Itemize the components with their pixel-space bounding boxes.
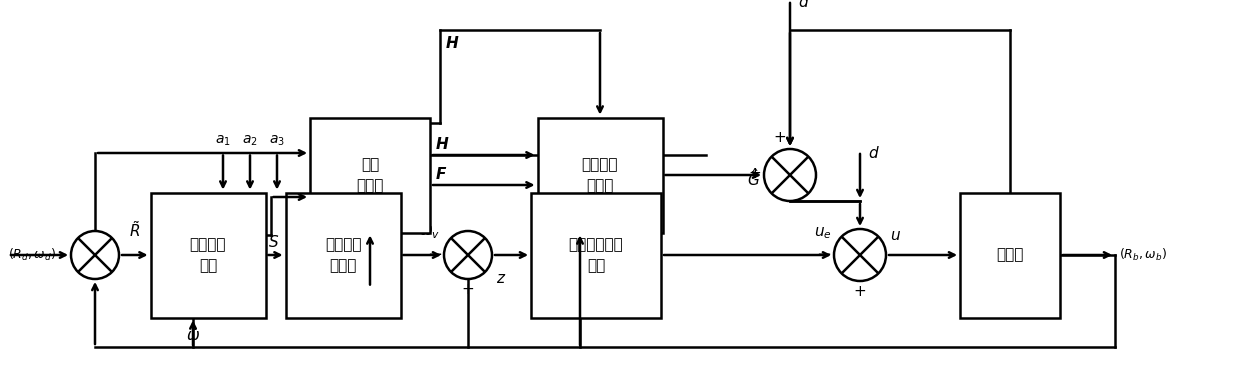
Text: $S$: $S$ (269, 234, 280, 250)
Circle shape (764, 149, 816, 201)
Text: $a_3$: $a_3$ (269, 134, 285, 148)
Bar (537, 118, 662, 232)
Text: $\tilde{\omega}_v$: $\tilde{\omega}_v$ (418, 221, 439, 241)
Text: $u$: $u$ (890, 228, 901, 243)
Text: $-$: $-$ (816, 244, 831, 262)
Text: $d$: $d$ (868, 145, 880, 161)
Text: $a_1$: $a_1$ (215, 134, 230, 148)
Bar (151, 192, 265, 317)
Circle shape (444, 231, 491, 279)
Text: $u_e$: $u_e$ (815, 225, 832, 241)
Text: $+$: $+$ (853, 284, 867, 299)
Text: $+$: $+$ (462, 282, 474, 297)
Bar (286, 192, 401, 317)
Text: $\tilde{R}$: $\tilde{R}$ (129, 220, 140, 240)
Text: 非线性阻尼控
制律: 非线性阻尼控 制律 (568, 237, 624, 273)
Text: $(R_d,\omega_d)$: $(R_d,\omega_d)$ (7, 247, 56, 263)
Text: $K$: $K$ (375, 254, 387, 270)
Circle shape (71, 231, 119, 279)
Text: $+$: $+$ (773, 130, 786, 145)
Text: $a_2$: $a_2$ (243, 134, 258, 148)
Text: 扩张状态
观测器: 扩张状态 观测器 (582, 157, 618, 193)
Text: $\hat{G}$: $\hat{G}$ (747, 167, 760, 189)
Circle shape (834, 229, 886, 281)
Text: 计算
确定项: 计算 确定项 (357, 157, 384, 193)
Text: $z$: $z$ (496, 271, 506, 286)
Text: $(R_b,\omega_b)$: $(R_b,\omega_b)$ (1119, 247, 1167, 263)
Bar (959, 192, 1060, 317)
Text: $\tilde{\omega}$: $\tilde{\omega}$ (186, 327, 201, 344)
Text: 姿态误差
向量: 姿态误差 向量 (189, 237, 227, 273)
Text: $\boldsymbol{H}$: $\boldsymbol{H}$ (444, 35, 459, 51)
Text: 虚拟控制
律设计: 虚拟控制 律设计 (324, 237, 361, 273)
Text: $\boldsymbol{H}$: $\boldsymbol{H}$ (435, 136, 449, 152)
Text: 航天器: 航天器 (997, 247, 1024, 263)
Text: $+$: $+$ (748, 166, 761, 180)
Text: $\boldsymbol{F}$: $\boldsymbol{F}$ (435, 166, 447, 182)
Text: $d$: $d$ (799, 0, 810, 10)
Text: $-$: $-$ (427, 244, 442, 262)
Bar (310, 118, 430, 232)
Bar (531, 192, 661, 317)
